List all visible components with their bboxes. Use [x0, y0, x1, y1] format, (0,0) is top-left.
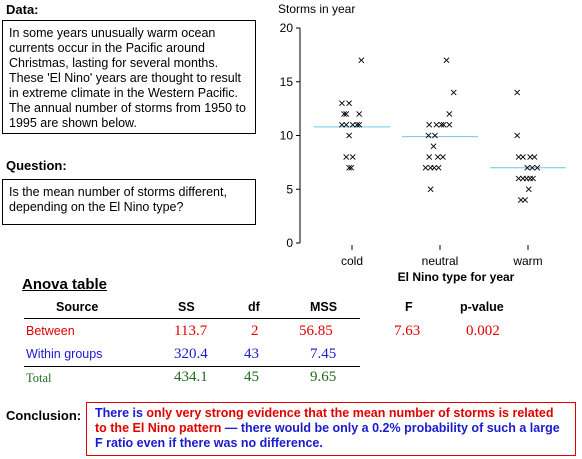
data-point-cold — [339, 121, 345, 128]
x-tick-label-warm: warm — [512, 254, 542, 268]
y-tick-label: 15 — [280, 75, 294, 89]
row-total-ss: 434.1 — [174, 369, 208, 385]
header-p-value: p-value — [460, 300, 504, 314]
row-within-ss: 320.4 — [174, 346, 208, 362]
conclusion-text-highlight: only very strong evidence that the mean … — [95, 406, 554, 435]
data-point-warm — [514, 132, 521, 139]
dot-plot-chart: Storms in year 0 5 10 15 20 cold neutral warm E… — [278, 2, 566, 284]
x-tick-label-cold: cold — [341, 254, 363, 268]
anova-table: Source SS df MSS F p-value Between 113.7… — [0, 296, 582, 392]
data-point-neutral — [432, 132, 438, 139]
data-heading: Data: — [6, 2, 39, 17]
chart-title: Storms in year — [278, 2, 355, 16]
header-rule — [24, 318, 360, 319]
conclusion-box: There is only very strong evidence that … — [86, 402, 576, 456]
data-point-warm — [517, 197, 524, 203]
chart-axes: 0 5 10 15 20 cold neutral warm — [280, 21, 543, 268]
y-tick-label: 5 — [286, 182, 293, 196]
header-ss: SS — [178, 300, 195, 314]
anova-title: Anova table — [22, 276, 108, 293]
conclusion-heading: Conclusion: — [6, 408, 82, 423]
conclusion-text-tail: — there would be only a 0.2% probability… — [95, 421, 560, 450]
data-point-warm — [527, 175, 534, 182]
data-points — [339, 57, 541, 203]
data-point-neutral — [438, 121, 445, 128]
header-source: Source — [56, 300, 99, 314]
data-point-cold — [343, 154, 350, 160]
x-tick-label-neutral: neutral — [422, 254, 459, 268]
data-point-warm — [515, 154, 522, 160]
header-df: df — [248, 300, 260, 314]
y-tick-label: 10 — [280, 129, 294, 143]
data-point-warm — [525, 186, 532, 193]
data-point-cold — [343, 111, 350, 117]
data-point-neutral — [443, 57, 450, 64]
row-between-source: Between — [26, 324, 75, 338]
question-heading: Question: — [6, 158, 67, 173]
data-point-cold — [354, 121, 360, 128]
row-between-df: 2 — [251, 323, 259, 339]
data-point-neutral — [426, 154, 433, 160]
row-total-source: Total — [26, 371, 52, 385]
data-point-warm — [522, 197, 529, 203]
row-within-df: 43 — [244, 346, 259, 362]
data-point-neutral — [435, 164, 442, 171]
data-point-neutral — [430, 143, 437, 150]
data-point-neutral — [426, 121, 433, 128]
header-mss: MSS — [310, 300, 338, 314]
data-point-neutral — [434, 154, 441, 160]
data-point-warm — [534, 164, 541, 171]
total-rule — [24, 366, 360, 367]
data-point-cold — [339, 100, 345, 107]
data-point-warm — [527, 154, 534, 160]
data-point-neutral — [440, 121, 447, 128]
data-point-neutral — [425, 132, 432, 139]
row-between-f: 7.63 — [394, 323, 421, 339]
data-point-neutral — [433, 121, 440, 128]
data-point-cold — [358, 57, 365, 64]
data-point-neutral — [446, 111, 453, 117]
data-point-neutral — [446, 121, 453, 128]
data-point-neutral — [427, 186, 434, 193]
row-between-mss: 56.85 — [299, 323, 333, 339]
x-axis-label: El Nino type for year — [398, 270, 515, 284]
row-between-ss: 113.7 — [174, 323, 208, 339]
data-point-cold — [346, 164, 353, 171]
row-within-source: Within groups — [26, 347, 103, 361]
data-point-warm — [515, 175, 522, 182]
question-text-box: Is the mean number of storms different, … — [2, 179, 256, 225]
data-point-neutral — [450, 89, 457, 96]
data-point-cold — [349, 154, 356, 160]
data-point-cold — [356, 121, 363, 128]
data-point-warm — [514, 89, 521, 96]
y-tick-label: 20 — [280, 21, 294, 35]
row-total-df: 45 — [244, 369, 259, 385]
header-f: F — [405, 300, 413, 314]
data-point-neutral — [431, 164, 438, 171]
data-point-warm — [524, 164, 531, 171]
y-tick-label: 0 — [286, 236, 293, 250]
data-point-cold — [346, 100, 353, 107]
data-point-warm — [529, 164, 536, 171]
data-point-warm — [520, 154, 526, 160]
row-between-p: 0.002 — [466, 323, 500, 339]
data-point-warm — [530, 175, 536, 182]
mean-lines — [314, 126, 566, 169]
data-point-cold — [343, 121, 350, 128]
data-point-cold — [341, 111, 347, 117]
data-text-box: In some years unusually warm ocean curre… — [2, 20, 256, 134]
conclusion-text-lead: There is — [95, 406, 147, 420]
row-total-mss: 9.65 — [310, 369, 337, 385]
data-point-warm — [531, 154, 538, 160]
data-point-cold — [349, 121, 356, 128]
data-point-cold — [346, 132, 353, 139]
data-point-neutral — [422, 164, 429, 171]
data-point-cold — [356, 111, 363, 117]
row-within-mss: 7.45 — [310, 346, 337, 362]
data-point-neutral — [439, 154, 446, 160]
data-point-cold — [348, 164, 355, 171]
